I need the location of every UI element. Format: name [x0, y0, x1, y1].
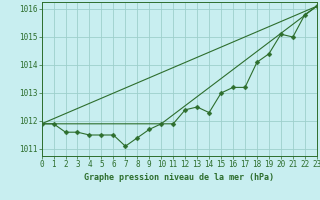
X-axis label: Graphe pression niveau de la mer (hPa): Graphe pression niveau de la mer (hPa) [84, 173, 274, 182]
